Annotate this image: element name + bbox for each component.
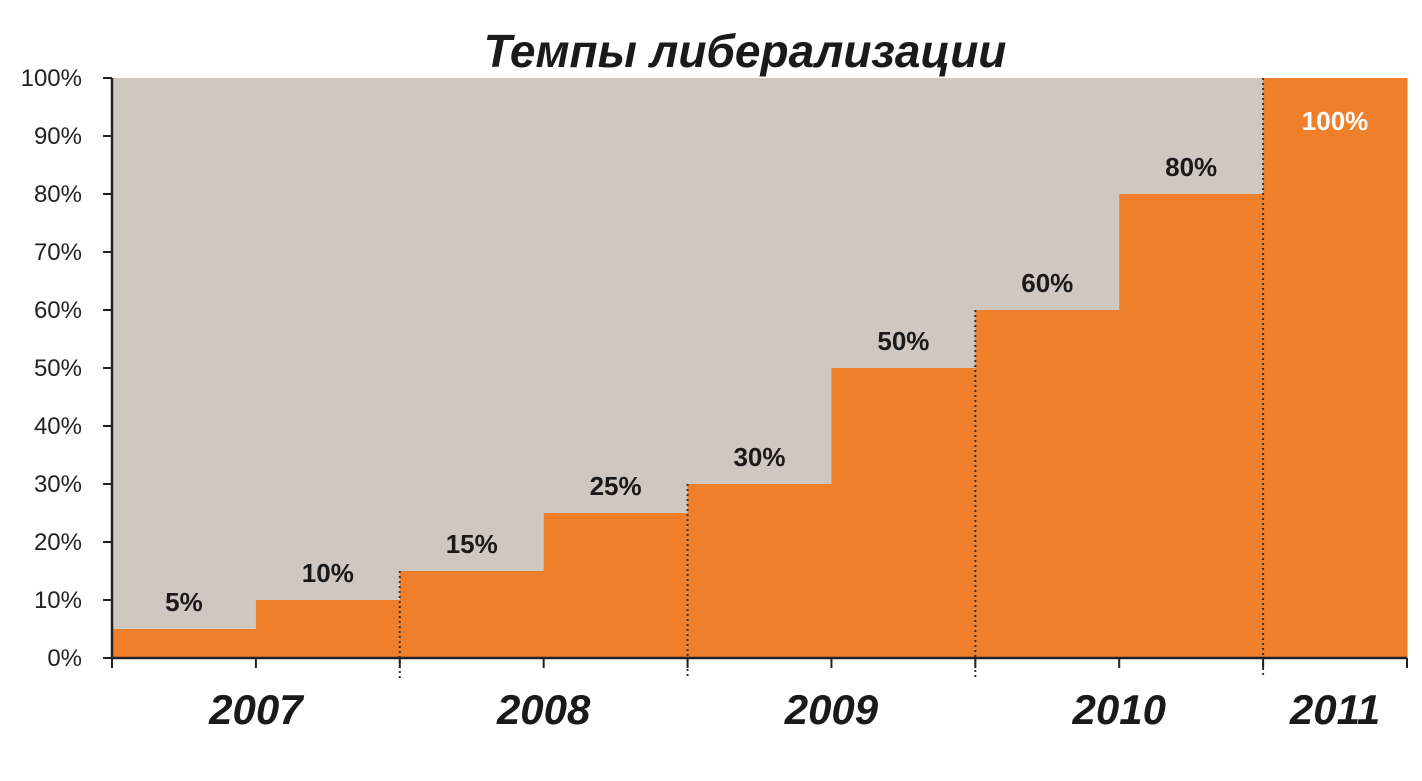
year-label-2011: 2011 bbox=[1289, 686, 1380, 733]
y-tick-label: 60% bbox=[34, 297, 82, 324]
bar-0 bbox=[112, 629, 257, 658]
bar-3 bbox=[543, 513, 689, 658]
year-label-2008: 2008 bbox=[496, 686, 591, 733]
y-tick-label: 70% bbox=[34, 239, 82, 266]
data-labels: 5% 10% 15% 25% 30% 50% 60% 80% 100% bbox=[165, 106, 1368, 617]
data-label-1: 10% bbox=[302, 558, 354, 588]
chart-title: Темпы либерализации bbox=[484, 25, 1007, 77]
bars-group bbox=[112, 78, 1408, 658]
bar-7 bbox=[1119, 194, 1264, 658]
bar-5 bbox=[831, 368, 976, 658]
y-tick-label: 10% bbox=[34, 587, 82, 614]
y-tick-label: 50% bbox=[34, 355, 82, 382]
y-tick-label: 0% bbox=[47, 645, 82, 672]
axes-group bbox=[103, 77, 1408, 668]
year-dividers bbox=[398, 78, 1265, 678]
bar-6 bbox=[975, 310, 1120, 658]
data-label-2: 15% bbox=[446, 529, 498, 559]
data-label-6: 60% bbox=[1021, 268, 1073, 298]
bar-2 bbox=[399, 571, 545, 658]
data-label-8: 100% bbox=[1302, 106, 1369, 136]
y-tick-label: 100% bbox=[21, 65, 82, 92]
year-labels: 2007 2008 2009 2010 2011 bbox=[208, 686, 1380, 733]
bar-1 bbox=[255, 600, 401, 658]
y-tick-label: 90% bbox=[34, 123, 82, 150]
y-tick-label: 40% bbox=[34, 413, 82, 440]
year-label-2010: 2010 bbox=[1072, 686, 1166, 733]
y-tick-label: 20% bbox=[34, 529, 82, 556]
data-label-5: 50% bbox=[877, 326, 929, 356]
y-tick-label: 80% bbox=[34, 181, 82, 208]
year-label-2009: 2009 bbox=[784, 686, 879, 733]
bar-4 bbox=[687, 484, 833, 658]
data-label-7: 80% bbox=[1165, 152, 1217, 182]
y-tick-label: 30% bbox=[34, 471, 82, 498]
data-label-3: 25% bbox=[590, 471, 642, 501]
bar-8 bbox=[1263, 78, 1408, 658]
y-tick-labels: 0% 10% 20% 30% 40% 50% 60% 70% 80% 90% 100% bbox=[21, 65, 82, 672]
year-label-2007: 2007 bbox=[208, 686, 304, 733]
data-label-4: 30% bbox=[733, 442, 785, 472]
data-label-0: 5% bbox=[165, 587, 203, 617]
